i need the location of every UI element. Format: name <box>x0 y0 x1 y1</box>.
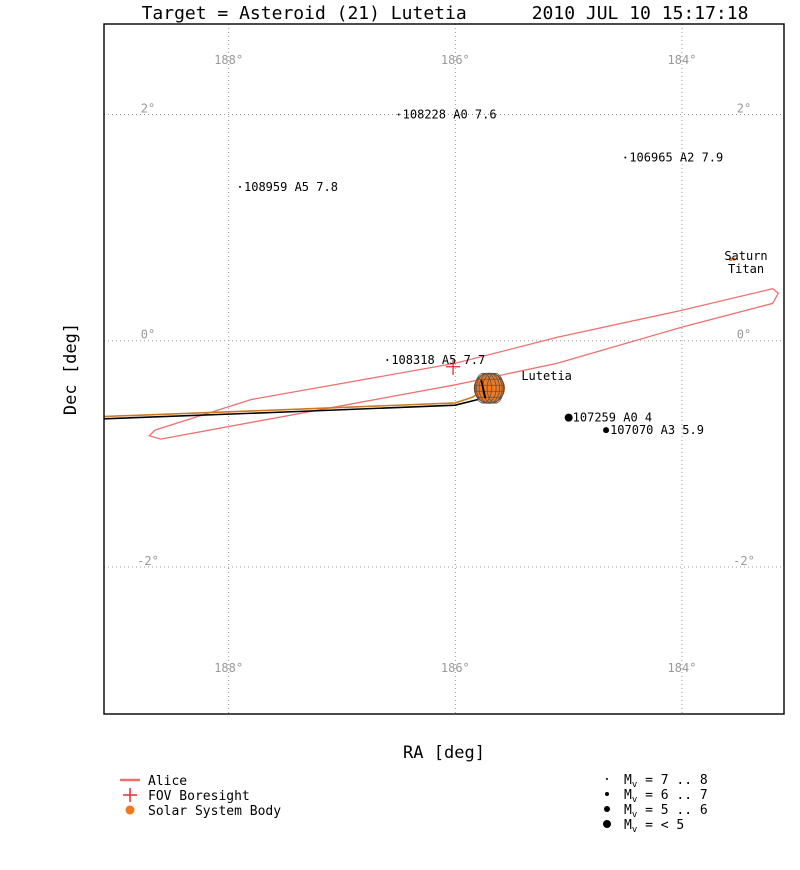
saturn-marker <box>728 257 733 262</box>
y-axis-label: Dec [deg] <box>61 323 81 415</box>
star-label: 108228 A0 7.6 <box>403 107 497 121</box>
legend-mag-label: Mv = 5 .. 6 <box>624 803 708 820</box>
star-marker <box>239 185 241 188</box>
star-marker <box>603 427 610 434</box>
body-track-line <box>103 390 482 418</box>
legend-left-label: Alice <box>148 774 187 789</box>
alice-fov <box>148 287 780 440</box>
plot-frame <box>103 23 785 715</box>
stars: 108228 A0 7.6 106965 A2 7.9 108959 A5 7.8 1… <box>239 107 723 437</box>
y-tick-label-left: 2° <box>141 101 155 115</box>
fov-boresight-marker <box>446 358 461 375</box>
alice-fov-outline <box>148 287 780 440</box>
star-label: 107070 A3 5.9 <box>610 423 704 437</box>
star-marker <box>386 358 389 361</box>
saturn-label: Saturn <box>724 249 767 263</box>
lutetia-label: Lutetia <box>521 369 572 383</box>
legend-mag-label: Mv = 6 .. 7 <box>624 788 708 805</box>
legend-mag-symbol <box>605 792 609 796</box>
legend-left-label: Solar System Body <box>148 804 281 819</box>
legend-left-label: FOV Boresight <box>148 789 250 804</box>
grid-lines <box>104 24 784 714</box>
lutetia-meridian <box>486 372 504 404</box>
legend-mag-symbol <box>606 778 608 780</box>
lutetia-meridian <box>476 372 497 404</box>
star-label: 106965 A2 7.9 <box>629 150 723 164</box>
lutetia-meridian <box>478 372 500 404</box>
legend-mag-symbol <box>603 820 611 828</box>
y-tick-label-right: 0° <box>737 328 751 342</box>
lutetia-meridian <box>474 372 492 404</box>
body-tracks <box>103 390 482 420</box>
y-tick-label-right: -2° <box>733 554 755 568</box>
chart-title: Target = Asteroid (21) Lutetia 2010 JUL … <box>142 3 749 24</box>
x-axis-label: RA [deg] <box>403 743 485 763</box>
titan-label: Titan <box>728 262 764 276</box>
legend-mag-label: Mv = 7 .. 8 <box>624 773 708 790</box>
x-tick-label-top: 184° <box>668 53 697 67</box>
x-tick-label-bottom: 184° <box>668 661 697 675</box>
x-tick-label-bottom: 186° <box>441 661 470 675</box>
lutetia-terminator <box>480 380 487 399</box>
star-label: 108318 A5 7.7 <box>391 353 485 367</box>
y-tick-label-left: -2° <box>137 554 159 568</box>
star-marker <box>624 156 627 159</box>
y-tick-label-left: 0° <box>141 328 155 342</box>
legend-mag-symbol <box>604 806 610 812</box>
star-label: 108959 A5 7.8 <box>244 180 338 194</box>
x-tick-label-bottom: 188° <box>214 661 243 675</box>
legend-mag-label: Mv = < 5 <box>624 818 684 835</box>
x-tick-label-top: 186° <box>441 53 470 67</box>
star-label: 107259 A0 4 <box>573 411 652 425</box>
legend-right: Mv = 7 .. 8Mv = 6 .. 7Mv = 5 .. 6Mv = < … <box>603 773 708 835</box>
y-tick-label-right: 2° <box>737 101 751 115</box>
legend-body-symbol <box>125 805 135 815</box>
titan-marker <box>732 257 736 261</box>
star-marker <box>397 113 400 116</box>
x-tick-label-top: 188° <box>214 53 243 67</box>
star-marker <box>564 413 573 422</box>
tick-labels: 188° 188° 186° 186° 184° 184° 2° 2° 0° 0° -2° -2° <box>137 53 755 675</box>
body-track-line <box>103 398 479 420</box>
